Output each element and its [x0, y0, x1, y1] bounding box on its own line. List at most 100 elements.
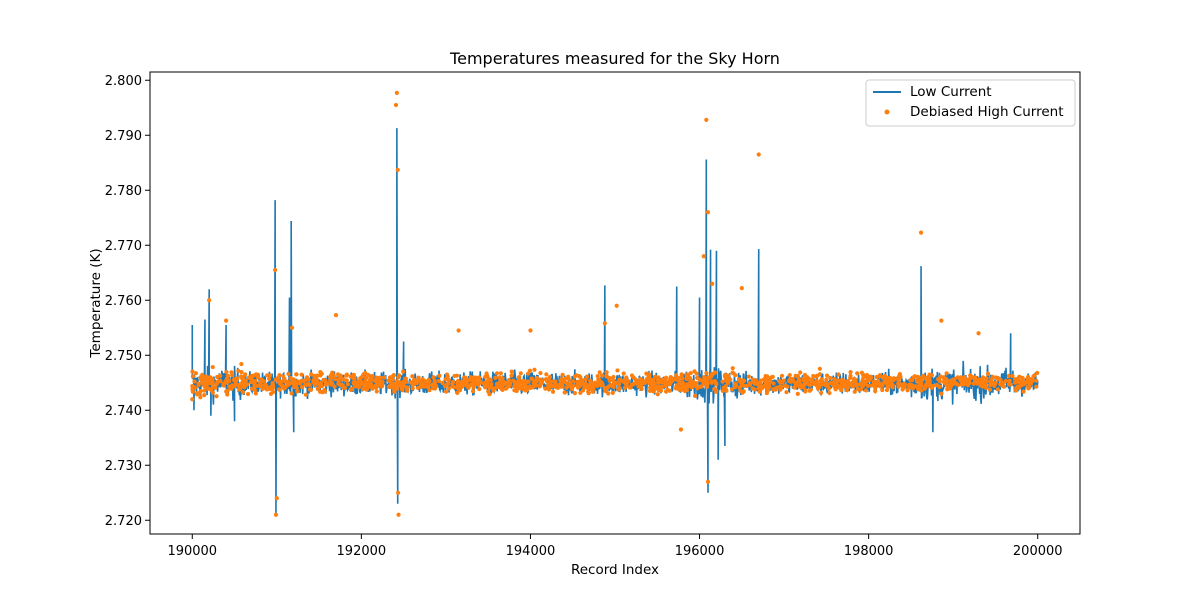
scatter-point	[869, 375, 874, 380]
scatter-point	[317, 384, 322, 389]
scatter-point	[840, 378, 846, 383]
scatter-point	[361, 373, 366, 378]
scatter-point	[1018, 383, 1023, 388]
scatter-point	[231, 384, 236, 389]
scatter-point	[597, 370, 602, 375]
scatter-point	[332, 384, 337, 389]
scatter-outlier	[976, 331, 981, 336]
scatter-point	[729, 387, 735, 392]
scatter-point	[242, 385, 247, 390]
scatter-point	[292, 382, 297, 387]
legend: Low Current Debiased High Current	[865, 79, 1076, 127]
scatter-point	[741, 389, 746, 394]
scatter-outlier	[710, 281, 715, 286]
scatter-point	[509, 373, 514, 378]
scatter-point	[293, 379, 298, 384]
scatter-point	[386, 384, 391, 389]
scatter-point	[426, 377, 431, 382]
scatter-point	[611, 378, 616, 383]
scatter-point	[225, 388, 230, 393]
scatter-point	[925, 378, 930, 383]
scatter-point	[544, 372, 549, 377]
scatter-point	[237, 387, 242, 392]
scatter-point	[804, 374, 809, 379]
scatter-point	[489, 382, 494, 387]
scatter-point	[905, 388, 910, 393]
scatter-point	[629, 373, 635, 378]
x-axis-label: Record Index	[571, 562, 659, 578]
scatter-point	[651, 389, 656, 394]
scatter-point	[555, 384, 560, 389]
scatter-point	[268, 373, 273, 378]
scatter-point	[431, 386, 436, 391]
chart-title: Temperatures measured for the Sky Horn	[449, 49, 780, 68]
scatter-point	[487, 377, 492, 382]
scatter-point	[961, 382, 966, 387]
scatter-point	[378, 383, 383, 388]
scatter-point	[268, 384, 274, 390]
scatter-point	[634, 380, 639, 386]
scatter-point	[969, 374, 974, 379]
scatter-point	[640, 378, 645, 383]
scatter-point	[238, 374, 244, 379]
scatter-point	[808, 387, 813, 392]
scatter-point	[375, 381, 380, 386]
scatter-point	[401, 369, 406, 374]
scatter-point	[202, 392, 207, 398]
scatter-point	[586, 390, 591, 396]
scatter-point	[653, 384, 658, 389]
scatter-point	[647, 376, 652, 381]
scatter-point	[937, 378, 942, 383]
scatter-point	[648, 386, 653, 391]
scatter-point	[631, 382, 636, 387]
scatter-point	[374, 389, 379, 394]
scatter-point	[436, 378, 441, 384]
scatter-point	[730, 366, 735, 371]
scatter-point	[1014, 377, 1019, 382]
scatter-point	[574, 373, 579, 378]
scatter-point	[836, 378, 841, 383]
scatter-point	[919, 388, 924, 393]
scatter-point	[300, 384, 305, 390]
scatter-point	[289, 391, 294, 396]
scatter-point	[873, 389, 878, 394]
scatter-point	[496, 384, 502, 389]
scatter-point	[778, 387, 783, 392]
scatter-point	[255, 383, 260, 388]
scatter-point	[305, 381, 311, 387]
scatter-point	[202, 384, 207, 389]
scatter-point	[338, 382, 343, 387]
scatter-point	[202, 388, 207, 393]
scatter-point	[483, 374, 488, 379]
scatter-point	[190, 384, 195, 389]
scatter-point	[855, 371, 860, 376]
scatter-point	[235, 383, 241, 388]
scatter-point	[549, 383, 554, 389]
scatter-point	[388, 379, 393, 385]
scatter-point	[742, 378, 747, 383]
scatter-point	[757, 380, 762, 385]
scatter-point	[811, 373, 816, 379]
scatter-point	[416, 375, 421, 380]
scatter-point	[412, 377, 417, 382]
scatter-point	[604, 385, 610, 390]
scatter-point	[911, 375, 916, 380]
scatter-point	[410, 386, 415, 391]
scatter-point	[245, 391, 251, 397]
scatter-point	[345, 382, 350, 387]
scatter-point	[692, 383, 698, 388]
scatter-point	[677, 379, 682, 385]
scatter-point	[584, 374, 590, 379]
scatter-point	[812, 381, 818, 386]
scatter-point	[517, 375, 522, 380]
scatter-point	[319, 371, 324, 376]
scatter-point	[366, 372, 371, 378]
scatter-point	[538, 370, 543, 376]
scatter-point	[431, 375, 436, 380]
scatter-point	[873, 383, 878, 388]
scatter-point	[744, 383, 749, 389]
x-tick-label: 198000	[844, 544, 894, 559]
scatter-point	[213, 385, 218, 390]
scatter-point	[470, 389, 476, 394]
scatter-point	[464, 383, 470, 389]
